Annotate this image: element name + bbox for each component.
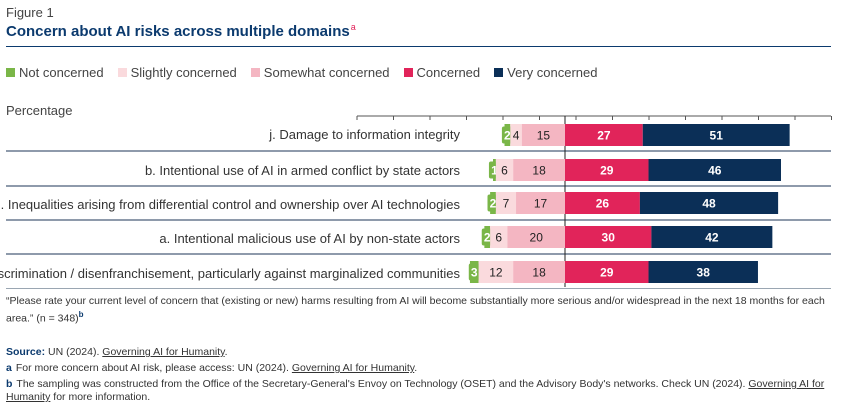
bar-somewhat-concerned xyxy=(513,261,565,283)
data-label-concerned: 30 xyxy=(602,231,616,245)
data-label-somewhat-concerned: 18 xyxy=(532,164,546,178)
bar-concerned xyxy=(565,124,643,146)
data-label-slightly-concerned: 6 xyxy=(501,164,508,178)
legend-swatch xyxy=(117,68,127,77)
bar-very-concerned xyxy=(639,192,779,214)
question-text: “Please rate your current level of conce… xyxy=(6,295,825,325)
chart-title: Concern about AI risks across multiple d… xyxy=(6,22,356,40)
bar-somewhat-concerned xyxy=(507,226,565,248)
value-tag xyxy=(481,228,493,246)
legend-label: Concerned xyxy=(416,65,481,80)
data-label-not-concerned: 1 xyxy=(491,164,498,178)
data-label-very-concerned: 51 xyxy=(710,129,724,143)
note-b-key: b xyxy=(6,378,13,390)
data-label-not-concerned: 3 xyxy=(471,266,478,280)
bar-concerned xyxy=(565,261,649,283)
data-label-slightly-concerned: 12 xyxy=(489,266,503,280)
legend-label: Slightly concerned xyxy=(130,65,237,80)
source-text: UN (2024). xyxy=(48,346,100,358)
bar-very-concerned xyxy=(648,159,781,181)
data-label-concerned: 27 xyxy=(597,129,611,143)
data-label-not-concerned: 2 xyxy=(484,231,491,245)
data-label-slightly-concerned: 7 xyxy=(503,197,510,211)
data-label-slightly-concerned: 4 xyxy=(513,129,520,143)
legend-label: Very concerned xyxy=(507,65,598,80)
value-tag xyxy=(468,263,480,281)
data-label-very-concerned: 46 xyxy=(708,164,722,178)
question-footnote-marker: b xyxy=(78,310,84,319)
question-note: “Please rate your current level of conce… xyxy=(6,295,826,326)
source-end: . xyxy=(224,346,228,358)
data-label-somewhat-concerned: 17 xyxy=(534,197,548,211)
legend-item-slightly-concerned: Slightly concerned xyxy=(117,65,237,80)
note-b-text: The sampling was constructed from the Of… xyxy=(16,378,746,390)
note-b-end: for more information. xyxy=(53,391,151,403)
figure-label: Figure 1 xyxy=(6,5,54,20)
note-b-link[interactable]: Governing AI for Humanity xyxy=(6,378,825,403)
bar-very-concerned xyxy=(651,226,773,248)
data-label-somewhat-concerned: 15 xyxy=(537,129,551,143)
source-link[interactable]: Governing AI for Humanity xyxy=(102,346,225,358)
source-line: Source: UN (2024). Governing AI for Huma… xyxy=(6,346,228,359)
category-label: a. Intentional malicious use of AI by no… xyxy=(159,231,460,246)
data-label-very-concerned: 48 xyxy=(702,197,716,211)
bar-concerned xyxy=(565,192,640,214)
legend-item-somewhat-concerned: Somewhat concerned xyxy=(250,65,390,80)
data-label-slightly-concerned: 6 xyxy=(495,231,502,245)
data-label-not-concerned: 2 xyxy=(504,129,511,143)
data-label-concerned: 26 xyxy=(596,197,610,211)
bar-very-concerned xyxy=(642,124,790,146)
value-tag xyxy=(487,194,499,212)
note-a-end: . xyxy=(414,362,418,374)
category-label: l. Discrimination / disenfranchisement, … xyxy=(0,266,460,281)
bar-slightly-concerned xyxy=(510,124,522,146)
data-label-somewhat-concerned: 18 xyxy=(532,266,546,280)
note-a-link[interactable]: Governing AI for Humanity xyxy=(291,362,415,374)
bar-somewhat-concerned xyxy=(513,159,565,181)
chart-plot: 2 4 15 27 511 6 18 29 462 7 17 26 482 6 20 30 423 12 18 29 3… xyxy=(6,115,832,287)
category-label: j. Damage to information integrity xyxy=(269,127,460,142)
bar-slightly-concerned xyxy=(495,192,517,214)
legend-item-concerned: Concerned xyxy=(403,65,481,80)
bar-somewhat-concerned xyxy=(516,192,565,214)
data-label-not-concerned: 2 xyxy=(490,197,497,211)
legend-swatch xyxy=(403,68,413,77)
value-tag xyxy=(501,126,513,144)
data-label-concerned: 29 xyxy=(600,266,614,280)
data-label-concerned: 29 xyxy=(600,164,614,178)
legend: Not concerned Slightly concerned Somewha… xyxy=(6,65,612,80)
legend-swatch xyxy=(494,68,504,77)
legend-swatch xyxy=(250,68,260,77)
category-label: h. Inequalities arising from differentia… xyxy=(0,197,460,212)
title-rule xyxy=(6,46,831,47)
title-footnote-marker: a xyxy=(350,22,356,32)
data-label-somewhat-concerned: 20 xyxy=(530,231,544,245)
bar-very-concerned xyxy=(648,261,758,283)
bar-concerned xyxy=(565,226,652,248)
legend-swatch xyxy=(6,68,15,77)
note-b: b The sampling was constructed from the O… xyxy=(6,378,834,404)
bar-slightly-concerned xyxy=(490,226,508,248)
chart-title-text: Concern about AI risks across multiple d… xyxy=(6,23,350,40)
bar-concerned xyxy=(565,159,649,181)
category-label: b. Intentional use of AI in armed confli… xyxy=(144,163,460,178)
note-a: a For more concern about AI risk, please … xyxy=(6,362,417,375)
legend-item-not-concerned: Not concerned xyxy=(6,65,104,80)
legend-label: Somewhat concerned xyxy=(263,65,390,80)
bar-somewhat-concerned xyxy=(521,124,565,146)
chart-bottom-rule xyxy=(6,288,831,289)
bar-slightly-concerned xyxy=(478,261,514,283)
legend-item-very-concerned: Very concerned xyxy=(494,65,598,80)
axis-label: Percentage xyxy=(6,103,73,118)
note-a-key: a xyxy=(6,362,12,374)
source-key: Source: xyxy=(6,346,46,358)
bar-slightly-concerned xyxy=(495,159,514,181)
data-label-very-concerned: 42 xyxy=(705,231,719,245)
legend-label: Not concerned xyxy=(19,65,104,80)
note-a-text: For more concern about AI risk, please a… xyxy=(15,362,289,374)
data-label-very-concerned: 38 xyxy=(697,266,711,280)
